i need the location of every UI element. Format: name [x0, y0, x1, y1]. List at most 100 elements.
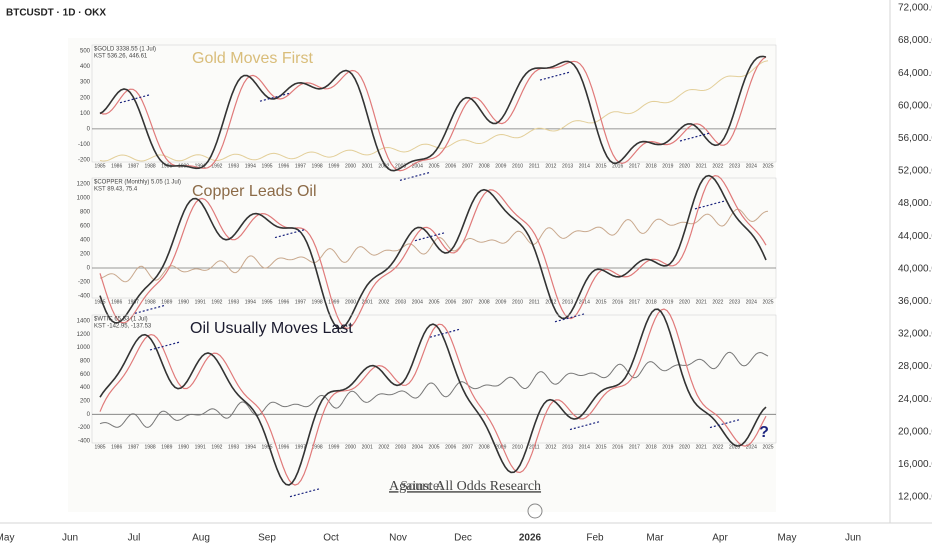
year-label: 1995 — [261, 444, 272, 450]
price-label: 60,000.0 — [898, 100, 932, 111]
year-label: 2021 — [696, 163, 707, 169]
time-label: Feb — [586, 533, 604, 544]
trend-arrow — [679, 132, 711, 142]
year-label: 2023 — [729, 163, 740, 169]
year-label: 2013 — [562, 163, 573, 169]
panel-frame — [91, 177, 777, 299]
year-label: 2010 — [512, 299, 523, 305]
price-label: 72,000.0 — [898, 3, 932, 14]
year-label: 1985 — [94, 299, 105, 305]
year-label: 1993 — [228, 444, 239, 450]
year-label: 1995 — [261, 163, 272, 169]
year-label: 2019 — [662, 299, 673, 305]
year-label: 2005 — [428, 444, 439, 450]
panel-y-label: 0 — [87, 126, 91, 132]
panel-y-label: 100 — [80, 111, 91, 117]
price-label: 36,000.0 — [898, 296, 932, 307]
time-label: Jun — [845, 533, 861, 544]
price-label: 48,000.0 — [898, 198, 932, 209]
source-link: Against All Odds Research — [389, 479, 541, 494]
year-label: 1989 — [161, 163, 172, 169]
price-label: 64,000.0 — [898, 68, 932, 79]
trend-arrow — [399, 171, 431, 181]
time-label: Nov — [389, 533, 407, 544]
panel-legend: KST -142.95, -137.53 — [94, 324, 152, 330]
year-label: 2022 — [712, 444, 723, 450]
year-label: 1996 — [278, 444, 289, 450]
year-label: 1989 — [161, 444, 172, 450]
year-label: 2019 — [662, 444, 673, 450]
panel-y-label: 200 — [80, 252, 91, 258]
price-label: 68,000.0 — [898, 35, 932, 46]
trend-arrow — [134, 304, 166, 314]
year-label: 2011 — [529, 163, 540, 169]
year-label: 2015 — [595, 444, 606, 450]
year-label: 2009 — [495, 163, 506, 169]
price-label: 16,000.0 — [898, 459, 932, 470]
year-label: 2005 — [428, 299, 439, 305]
price-label: 28,000.0 — [898, 361, 932, 372]
year-label: 2009 — [495, 299, 506, 305]
year-label: 2005 — [428, 163, 439, 169]
year-label: 2002 — [378, 444, 389, 450]
year-label: 2001 — [362, 299, 373, 305]
year-label: 2000 — [345, 444, 356, 450]
time-label: Aug — [192, 533, 210, 544]
year-label: 2025 — [762, 299, 773, 305]
year-label: 1997 — [295, 163, 306, 169]
panel-title: Gold Moves First — [192, 50, 313, 67]
year-label: 2013 — [562, 444, 573, 450]
year-label: 1998 — [312, 163, 323, 169]
year-label: 2016 — [612, 163, 623, 169]
trend-arrow — [429, 328, 461, 338]
year-label: 1985 — [94, 163, 105, 169]
panel-y-label: 800 — [80, 210, 91, 216]
trend-arrow — [259, 92, 291, 102]
year-label: 2007 — [462, 299, 473, 305]
year-label: 2014 — [579, 299, 590, 305]
panel-y-label: 500 — [80, 49, 91, 55]
year-label: 2003 — [395, 163, 406, 169]
trend-arrow — [709, 418, 741, 429]
year-label: 2012 — [545, 299, 556, 305]
year-label: 1989 — [161, 299, 172, 305]
year-label: 2006 — [445, 163, 456, 169]
panel-y-label: 600 — [80, 224, 91, 230]
year-label: 1994 — [245, 444, 256, 450]
time-label: Jul — [128, 533, 141, 544]
time-label: Sep — [258, 533, 276, 544]
trend-arrow — [569, 420, 601, 431]
year-label: 2020 — [679, 299, 690, 305]
kst-signal — [99, 56, 767, 172]
year-label: 2020 — [679, 444, 690, 450]
year-label: 2004 — [412, 444, 423, 450]
year-label: 2015 — [595, 299, 606, 305]
year-label: 2024 — [746, 299, 757, 305]
year-label: 2009 — [495, 444, 506, 450]
panel-y-label: 400 — [80, 64, 91, 70]
year-label: 2011 — [529, 299, 540, 305]
time-label: Oct — [323, 533, 339, 544]
panel-y-label: 1200 — [77, 332, 91, 338]
year-label: 1990 — [178, 444, 189, 450]
price-label: 56,000.0 — [898, 133, 932, 144]
panel-y-label: 800 — [80, 359, 91, 365]
year-label: 2004 — [412, 163, 423, 169]
tv-logo — [527, 503, 543, 519]
price-label: 20,000.0 — [898, 426, 932, 437]
time-label: 2026 — [519, 533, 542, 544]
year-label: 1988 — [145, 299, 156, 305]
price-label: 52,000.0 — [898, 166, 932, 177]
year-label: 1998 — [312, 299, 323, 305]
year-label: 2016 — [612, 444, 623, 450]
time-label: Apr — [712, 533, 728, 544]
symbol-title: BTCUSDT · 1D · OKX — [6, 8, 106, 19]
price-label: 44,000.0 — [898, 231, 932, 242]
year-label: 1999 — [328, 299, 339, 305]
year-label: 2020 — [679, 163, 690, 169]
year-label: 2008 — [479, 299, 490, 305]
year-label: 1997 — [295, 299, 306, 305]
year-label: 1988 — [145, 163, 156, 169]
panel-y-label: 400 — [80, 385, 91, 391]
year-label: 1993 — [228, 163, 239, 169]
